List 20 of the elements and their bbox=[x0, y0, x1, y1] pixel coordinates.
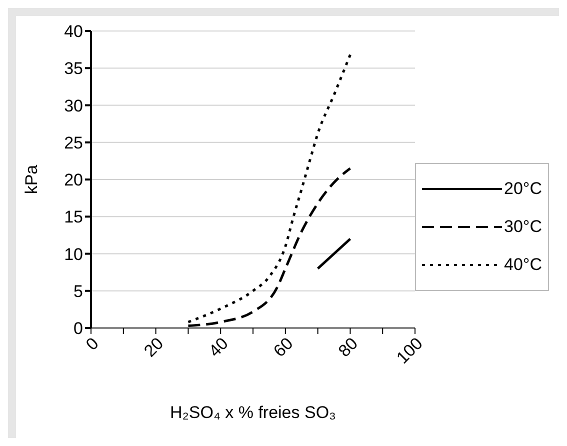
line-series bbox=[186, 54, 352, 324]
y-tick-label: 5 bbox=[74, 282, 83, 301]
y-tick-label: 20 bbox=[64, 170, 83, 190]
y-tick-label: 25 bbox=[64, 133, 83, 152]
x-tick-label: 60 bbox=[270, 334, 297, 361]
y-tick-label: 35 bbox=[64, 59, 83, 78]
x-tick-label: 40 bbox=[205, 334, 232, 361]
x-tick-label: 80 bbox=[334, 334, 362, 361]
y-axis-title: kPa bbox=[22, 164, 42, 194]
legend-label: 20°C bbox=[504, 179, 542, 199]
y-tick-label: 10 bbox=[64, 244, 83, 264]
legend-label: 30°C bbox=[504, 217, 542, 237]
y-tick-label: 0 bbox=[74, 319, 83, 338]
x-tick-label: 20 bbox=[140, 334, 168, 361]
legend-label: 40°C bbox=[504, 255, 542, 275]
y-tick-label: 40 bbox=[64, 22, 83, 42]
y-tick-label: 15 bbox=[64, 208, 83, 227]
x-tick-label: 100 bbox=[392, 334, 426, 368]
x-axis-title: H₂SO₄ x % freies SO₃ bbox=[170, 403, 336, 422]
y-tick-label: 30 bbox=[64, 96, 83, 116]
